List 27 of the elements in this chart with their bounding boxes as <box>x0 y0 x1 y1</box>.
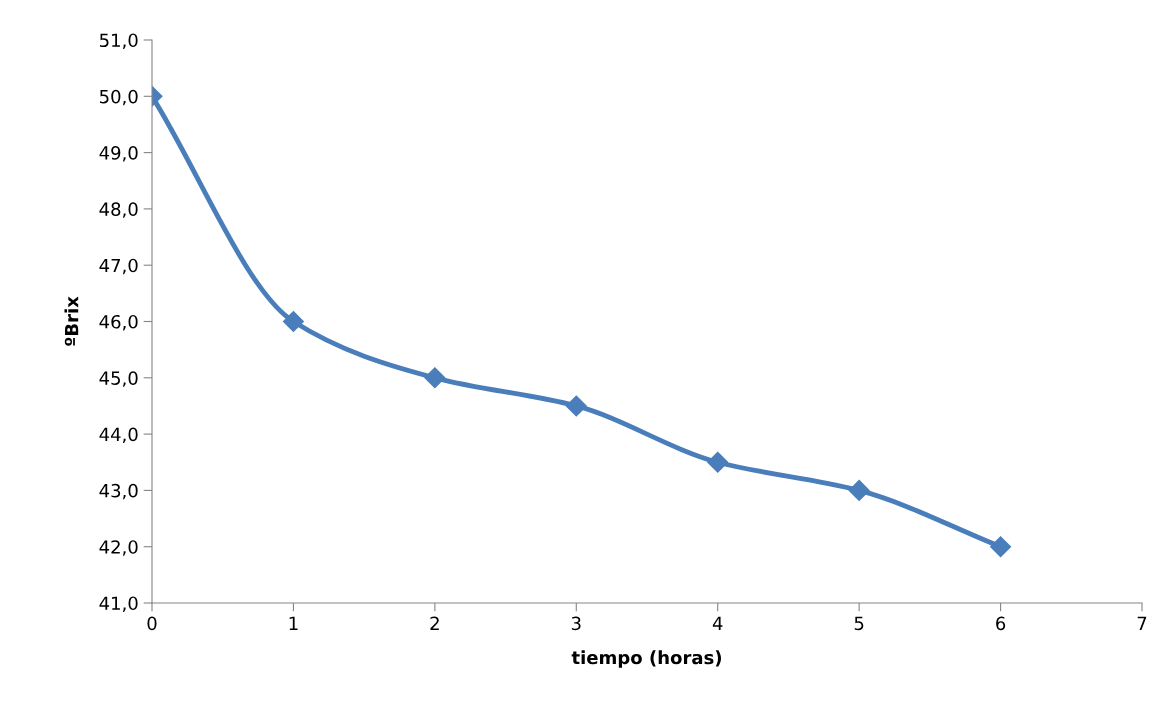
y-tick-label: 50,0 <box>100 89 138 106</box>
x-tick-label: 3 <box>571 616 581 631</box>
y-tick-label: 43,0 <box>99 483 138 500</box>
point <box>848 479 870 501</box>
y-tick-label: 48,0 <box>99 202 138 218</box>
y-tick-label: 45,0 <box>99 371 138 387</box>
y-tick-label: 42,0 <box>99 540 138 556</box>
x-tick-label: 1 <box>289 616 298 630</box>
x-axis-title: tiempo (horas) <box>571 650 721 668</box>
y-axis-title: ºBrix <box>64 296 79 346</box>
point <box>282 310 304 333</box>
x-tick-label: 5 <box>854 616 864 631</box>
y-tick-label: 44,0 <box>99 427 138 444</box>
y-tick-label: 41,0 <box>99 596 138 612</box>
y-tick-label: 47,0 <box>99 258 138 275</box>
x-tick-label: 7 <box>1137 616 1147 630</box>
x-tick-label: 4 <box>712 616 723 630</box>
y-tick-label: 46,0 <box>99 314 138 331</box>
point <box>565 395 587 417</box>
y-tick-label: 51,0 <box>100 33 138 49</box>
x-tick-label: 0 <box>147 616 157 631</box>
x-tick-label: 6 <box>996 616 1006 631</box>
point <box>990 536 1012 558</box>
y-tick-label: 49,0 <box>99 146 138 162</box>
x-tick-label: 2 <box>430 616 439 630</box>
point <box>707 451 729 473</box>
point <box>424 367 446 389</box>
